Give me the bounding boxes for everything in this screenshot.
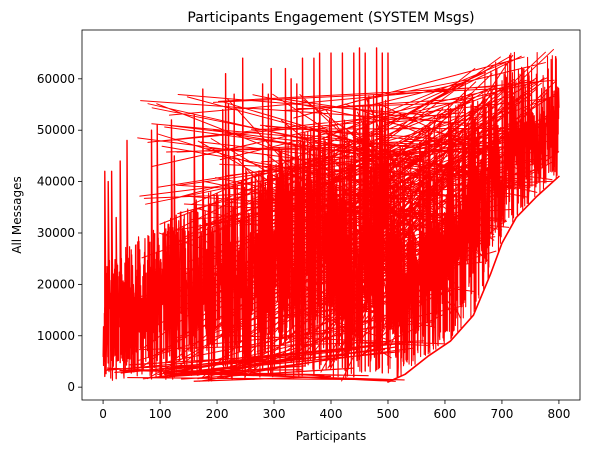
x-tick-label: 500 [377, 407, 400, 421]
series-line-connectors [137, 48, 560, 382]
y-tick-label: 60000 [37, 72, 75, 86]
series-lines [102, 47, 560, 383]
y-tick-label: 50000 [37, 123, 75, 137]
y-tick-label: 20000 [37, 277, 75, 291]
series-line-low-diagonals [105, 341, 415, 382]
chart-title: Participants Engagement (SYSTEM Msgs) [187, 10, 474, 26]
x-axis-ticks: 0 100 200 300 400 500 600 700 800 [99, 400, 570, 421]
x-tick-label: 600 [434, 407, 457, 421]
x-tick-label: 300 [263, 407, 286, 421]
y-tick-label: 40000 [37, 175, 75, 189]
y-tick-label: 0 [67, 380, 75, 394]
series-line-lower-edge [387, 175, 560, 383]
y-tick-label: 10000 [37, 329, 75, 343]
x-tick-label: 400 [320, 407, 343, 421]
y-axis-ticks: 0 10000 20000 30000 40000 50000 60000 [37, 72, 82, 394]
x-tick-label: 100 [149, 407, 172, 421]
x-tick-label: 200 [206, 407, 229, 421]
x-axis-label: Participants [296, 429, 367, 443]
series-line-spikes [104, 47, 390, 380]
y-tick-label: 30000 [37, 226, 75, 240]
y-axis-label: All Messages [10, 176, 24, 254]
x-tick-label: 0 [99, 407, 107, 421]
x-tick-label: 700 [490, 407, 513, 421]
x-tick-label: 800 [547, 407, 570, 421]
